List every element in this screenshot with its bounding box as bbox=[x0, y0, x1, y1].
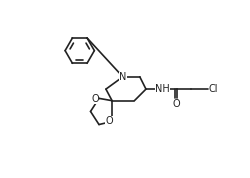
Text: O: O bbox=[172, 99, 180, 109]
Text: Cl: Cl bbox=[208, 84, 218, 94]
Text: N: N bbox=[119, 72, 126, 82]
Text: NH: NH bbox=[154, 84, 169, 94]
Text: O: O bbox=[91, 94, 98, 104]
Text: O: O bbox=[105, 116, 112, 126]
